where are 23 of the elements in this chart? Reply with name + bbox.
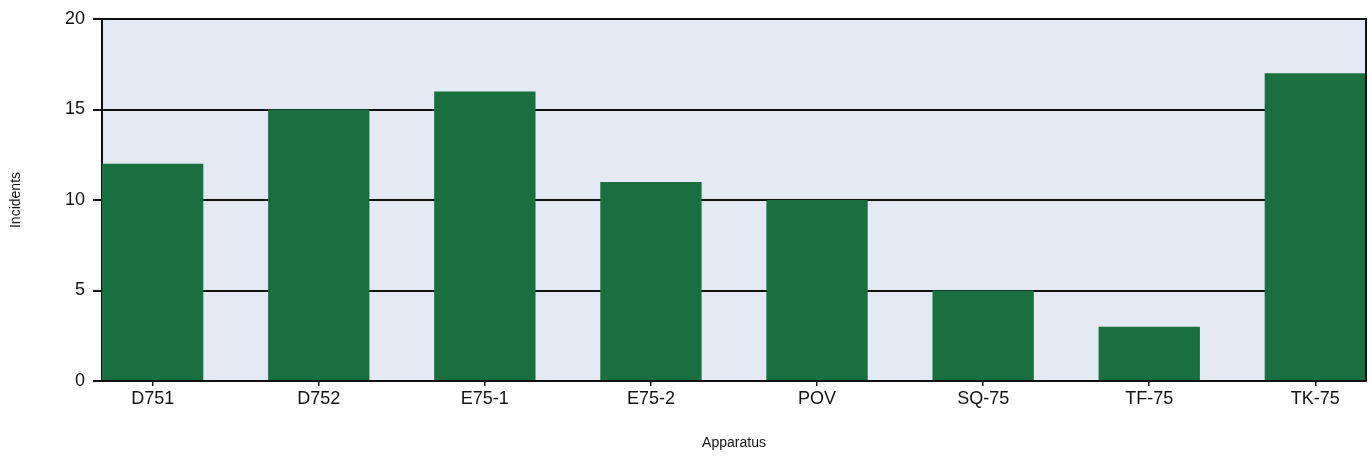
- bar: [268, 109, 370, 380]
- bar: [434, 91, 536, 380]
- x-tick-label: SQ-75: [957, 387, 1010, 408]
- y-tick-label: 5: [74, 279, 85, 300]
- bar: [1098, 326, 1200, 380]
- x-tick-label: POV: [798, 387, 837, 408]
- x-tick-label: D751: [131, 387, 175, 408]
- x-axis-title: Apparatus: [702, 434, 766, 451]
- y-tick-label: 10: [64, 188, 85, 209]
- bar: [102, 163, 204, 380]
- x-tick-label: TF-75: [1125, 387, 1174, 408]
- bar: [600, 181, 702, 380]
- x-tick-label: E75-1: [460, 387, 509, 408]
- y-tick-label: 15: [64, 98, 85, 119]
- y-tick-label: 20: [64, 7, 85, 28]
- bar: [932, 290, 1034, 380]
- bar: [1264, 73, 1366, 380]
- x-tick-label: TK-75: [1290, 387, 1340, 408]
- x-tick-label: E75-2: [626, 387, 675, 408]
- y-tick-label: 0: [74, 369, 85, 390]
- bar: [766, 200, 868, 380]
- x-tick-label: D752: [297, 387, 341, 408]
- y-axis-title: Incidents: [7, 171, 24, 229]
